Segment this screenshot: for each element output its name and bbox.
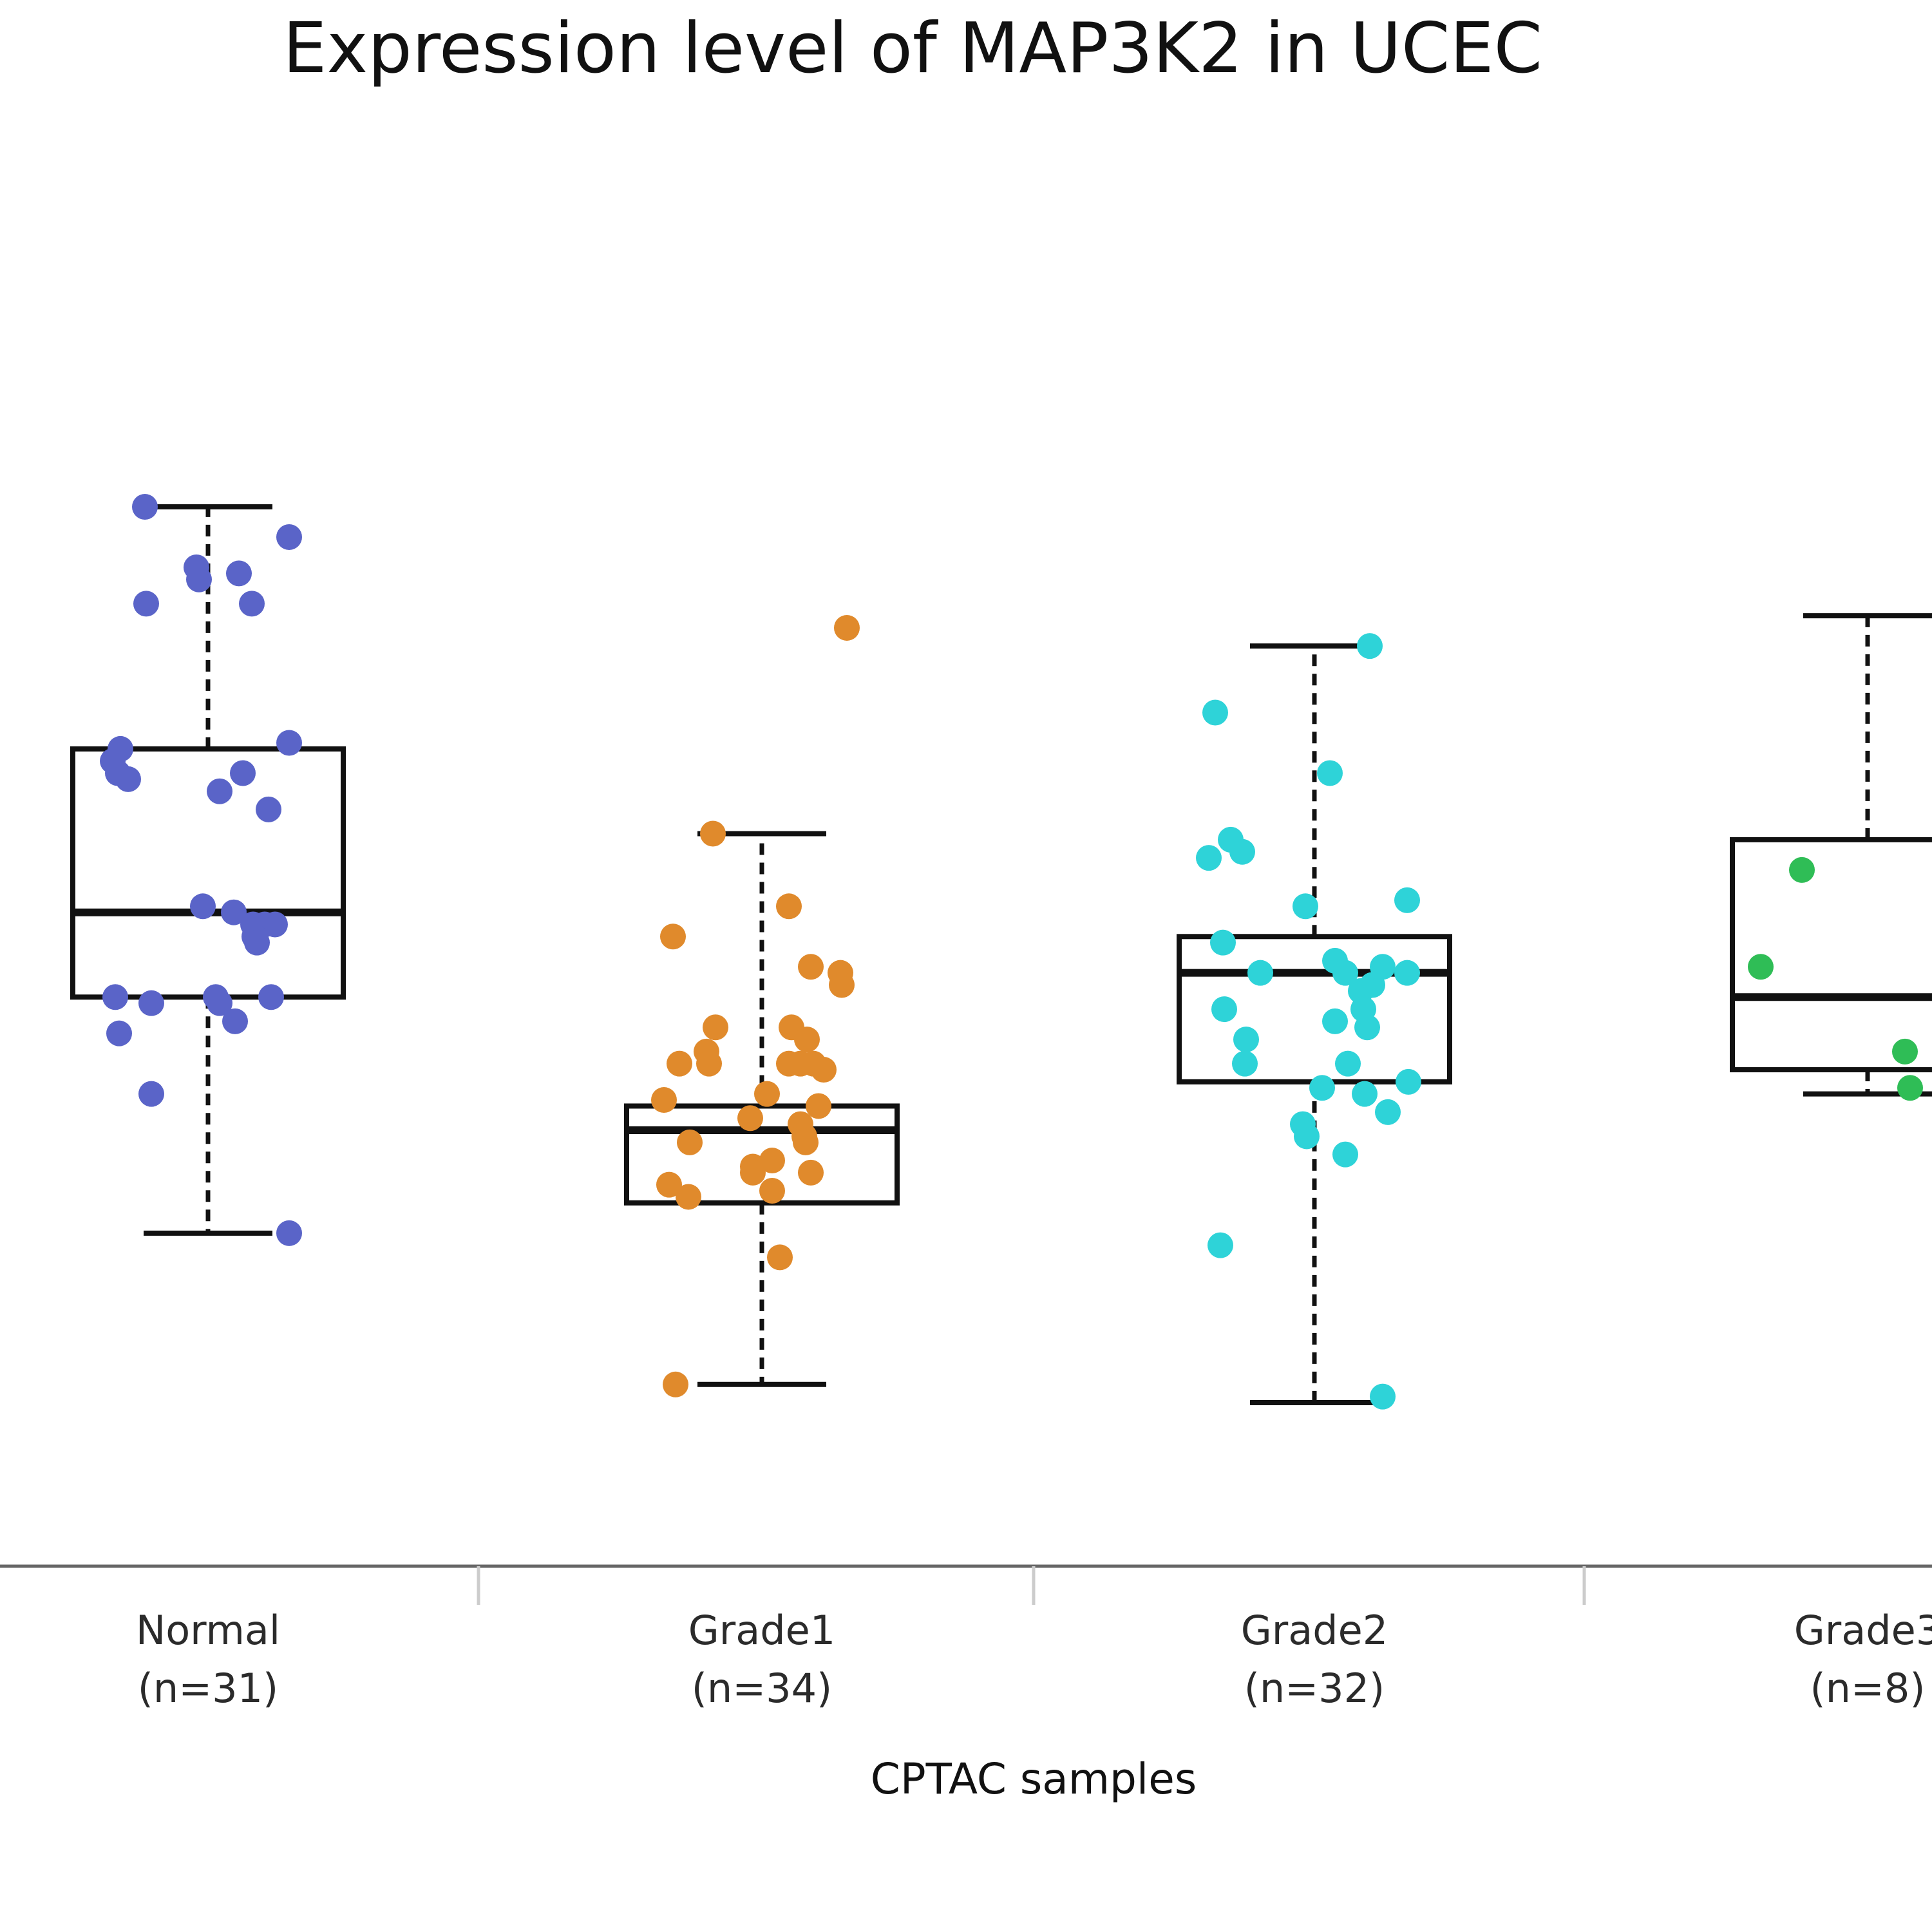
data-point	[1294, 1123, 1320, 1150]
data-point	[834, 614, 860, 641]
data-point	[794, 1027, 820, 1053]
data-point	[660, 923, 686, 950]
data-point	[1375, 1099, 1401, 1125]
data-point	[1232, 1050, 1258, 1077]
box-iqr	[624, 1103, 900, 1206]
data-point	[186, 566, 212, 592]
data-point	[740, 1159, 766, 1186]
chart-title: Expression level of MAP3K2 in UCEC	[283, 8, 1542, 89]
x-tick-label: Grade2	[1241, 1607, 1388, 1654]
data-point	[1293, 893, 1318, 920]
data-point	[221, 899, 247, 925]
data-point	[1394, 887, 1420, 913]
data-point	[226, 560, 252, 587]
data-point	[1396, 1068, 1421, 1095]
data-point	[696, 1050, 722, 1077]
data-point	[1352, 1081, 1378, 1107]
data-point	[676, 1184, 701, 1210]
data-point	[1789, 857, 1815, 883]
x-axis: Normal (n=31) Grade1 (n=34) Grade2 (n=32) Grad…	[0, 1564, 1932, 1712]
data-point	[1892, 1038, 1918, 1065]
x-tick-count: (n=32)	[1244, 1665, 1385, 1712]
data-point	[138, 1081, 164, 1107]
data-point	[811, 1057, 837, 1083]
data-point	[677, 1129, 703, 1155]
data-point	[1317, 760, 1343, 786]
data-point	[1357, 633, 1383, 659]
data-point	[663, 1371, 688, 1397]
box-group-normal	[70, 493, 346, 1246]
data-point	[207, 778, 232, 804]
data-point	[754, 1081, 780, 1107]
data-point	[276, 730, 302, 756]
data-point	[1202, 699, 1228, 726]
data-point	[1208, 1232, 1233, 1258]
data-point	[1354, 1014, 1380, 1041]
data-point	[256, 796, 281, 822]
data-point	[244, 929, 270, 956]
data-point	[1394, 960, 1420, 986]
data-point	[102, 984, 128, 1010]
data-point	[190, 893, 216, 920]
data-point	[703, 1014, 728, 1041]
box-group-grade3	[1730, 613, 1932, 1101]
x-tick-label: Normal	[136, 1607, 280, 1654]
data-point	[1332, 1141, 1358, 1168]
data-point	[222, 1008, 248, 1034]
data-point	[656, 1171, 682, 1198]
data-point	[767, 1244, 793, 1271]
data-point	[1748, 954, 1774, 980]
x-tick-count: (n=34)	[692, 1665, 833, 1712]
data-point	[700, 820, 726, 847]
data-point	[105, 760, 131, 786]
data-point	[133, 591, 159, 617]
data-point	[1233, 1027, 1259, 1053]
data-point	[276, 524, 302, 550]
plot-area	[70, 493, 1932, 1410]
data-point	[798, 1159, 824, 1186]
data-point	[1211, 996, 1237, 1023]
x-tick-label: Grade3	[1794, 1607, 1932, 1654]
data-point	[276, 1220, 302, 1246]
data-point	[798, 954, 824, 980]
data-point	[230, 760, 256, 786]
data-point	[1229, 838, 1255, 865]
data-point	[737, 1105, 763, 1132]
data-point	[806, 1093, 831, 1119]
data-point	[667, 1050, 692, 1077]
data-point	[207, 990, 232, 1016]
data-point	[138, 990, 164, 1016]
data-point	[829, 972, 855, 998]
box-iqr	[1730, 837, 1932, 1073]
data-point	[759, 1148, 785, 1174]
data-point	[1335, 1050, 1361, 1077]
x-tick-count: (n=8)	[1810, 1665, 1925, 1712]
data-point	[759, 1178, 785, 1204]
data-point	[1309, 1075, 1335, 1101]
x-axis-title: CPTAC samples	[871, 1754, 1197, 1804]
x-tick-label: Grade1	[688, 1607, 835, 1654]
data-point	[651, 1087, 677, 1113]
data-point	[258, 984, 284, 1010]
data-point	[262, 911, 288, 938]
x-tick-count: (n=31)	[138, 1665, 279, 1712]
data-point	[1370, 1383, 1396, 1410]
data-point	[793, 1129, 819, 1155]
data-point	[1897, 1075, 1923, 1101]
box-group-grade1	[624, 614, 900, 1397]
data-point	[239, 591, 265, 617]
data-point	[776, 893, 802, 920]
data-point	[1210, 929, 1236, 956]
data-point	[132, 493, 158, 520]
data-point	[1332, 960, 1358, 986]
data-point	[106, 1020, 132, 1046]
data-point	[1196, 845, 1222, 871]
data-point	[1247, 960, 1273, 986]
data-point	[1322, 1008, 1348, 1034]
box-group-grade2	[1177, 633, 1452, 1410]
